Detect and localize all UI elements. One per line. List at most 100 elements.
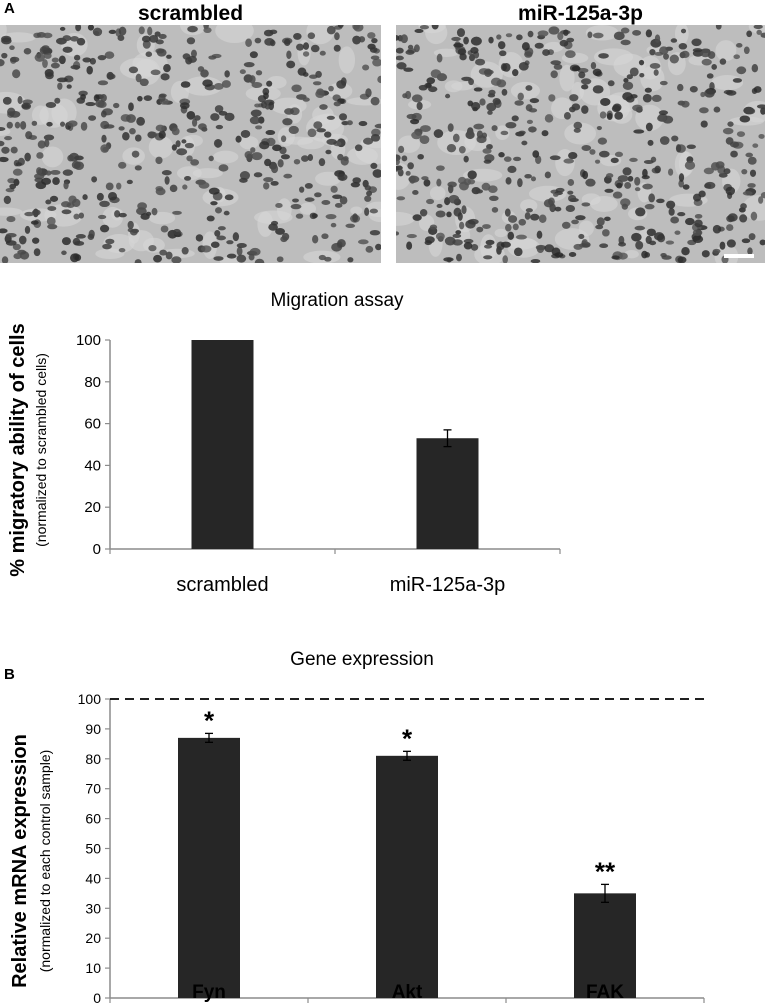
cell-nucleus — [661, 255, 672, 260]
cell-nucleus — [751, 64, 759, 73]
cell-nucleus — [419, 135, 430, 144]
cell-nucleus — [172, 210, 182, 215]
cell-nucleus — [746, 30, 753, 38]
cell-nucleus — [476, 226, 484, 233]
cell-nucleus — [626, 74, 633, 80]
cell-nucleus — [137, 95, 143, 102]
cell-nucleus — [483, 69, 494, 75]
cell-nucleus — [75, 25, 82, 32]
cell-nucleus — [295, 213, 304, 219]
cell-nucleus — [332, 194, 343, 200]
cell-nucleus — [431, 25, 439, 30]
cell-nucleus — [758, 196, 764, 204]
cell-nucleus — [678, 43, 688, 50]
cell-nucleus — [396, 55, 404, 61]
cell-nucleus — [463, 155, 469, 163]
bar-fak — [574, 893, 636, 998]
cell-nucleus — [105, 182, 114, 191]
cell-nucleus — [496, 34, 502, 40]
cell-nucleus — [631, 232, 642, 242]
cell-nucleus — [550, 70, 558, 79]
cell-nucleus — [316, 128, 326, 133]
cell-nucleus — [239, 177, 248, 183]
cell-nucleus — [555, 187, 565, 193]
cell-nucleus — [210, 201, 218, 206]
cell-nucleus — [530, 213, 540, 221]
cell-nucleus — [525, 104, 533, 112]
cell-nucleus — [467, 130, 474, 138]
cell-nucleus — [99, 200, 110, 208]
cell-nucleus — [667, 168, 674, 176]
cell-nucleus — [532, 150, 540, 158]
cell-nucleus — [277, 159, 284, 168]
cell-nucleus — [45, 72, 54, 80]
background-texture — [219, 256, 241, 263]
cell-nucleus — [622, 81, 634, 90]
gene-y-axis-sublabel: (normalized to each control sample) — [37, 750, 53, 973]
cell-nucleus — [326, 25, 336, 35]
cell-nucleus — [722, 127, 734, 135]
cell-nucleus — [396, 196, 406, 201]
cell-nucleus — [527, 30, 534, 38]
panel-b-letter: B — [4, 666, 15, 683]
cell-nucleus — [396, 158, 400, 166]
cell-nucleus — [271, 164, 279, 174]
cell-nucleus — [629, 67, 639, 77]
cell-nucleus — [91, 176, 98, 183]
cell-nucleus — [592, 85, 604, 94]
cell-nucleus — [202, 79, 213, 87]
cell-nucleus — [73, 213, 80, 220]
cell-nucleus — [569, 94, 579, 102]
cell-nucleus — [155, 124, 165, 132]
bar-mir-125a-3p — [416, 438, 479, 549]
y-tick-label: 0 — [93, 541, 101, 558]
cell-nucleus — [113, 102, 120, 109]
cell-nucleus — [677, 211, 686, 217]
cell-nucleus — [198, 181, 210, 189]
cell-nucleus — [563, 111, 571, 120]
cell-nucleus — [575, 215, 586, 221]
cell-nucleus — [286, 50, 292, 59]
cell-nucleus — [245, 38, 252, 47]
cell-nucleus — [538, 214, 547, 223]
cell-nucleus — [625, 96, 635, 103]
cell-nucleus — [747, 183, 756, 188]
cell-nucleus — [13, 179, 20, 186]
cell-nucleus — [7, 107, 16, 117]
cell-nucleus — [328, 85, 334, 92]
cell-nucleus — [163, 64, 171, 73]
cell-nucleus — [333, 101, 341, 107]
cell-nucleus — [542, 49, 551, 56]
cell-nucleus — [15, 162, 23, 167]
cell-nucleus — [456, 28, 466, 37]
y-tick-label: 20 — [84, 499, 101, 516]
cell-nucleus — [324, 256, 332, 262]
cell-nucleus — [75, 234, 86, 239]
cell-nucleus — [312, 81, 322, 86]
cell-nucleus — [642, 183, 653, 190]
cell-nucleus — [88, 115, 97, 121]
cell-nucleus — [218, 110, 228, 116]
cell-nucleus — [726, 224, 734, 232]
background-texture — [119, 57, 158, 80]
cell-nucleus — [484, 244, 493, 249]
cell-nucleus — [549, 155, 561, 161]
background-texture — [505, 237, 537, 250]
cell-nucleus — [97, 214, 107, 220]
cell-nucleus — [340, 77, 347, 86]
cell-nucleus — [221, 80, 231, 88]
cell-nucleus — [516, 34, 523, 41]
cell-nucleus — [208, 55, 217, 60]
cell-nucleus — [405, 170, 411, 176]
cell-nucleus — [553, 63, 563, 70]
cell-nucleus — [226, 240, 234, 245]
cell-nucleus — [358, 36, 366, 43]
cell-nucleus — [483, 255, 493, 260]
cell-nucleus — [726, 90, 737, 96]
cell-nucleus — [263, 182, 270, 190]
cell-nucleus — [445, 93, 451, 99]
cell-nucleus — [752, 143, 759, 148]
cell-nucleus — [736, 131, 746, 138]
cell-nucleus — [62, 169, 73, 176]
cell-nucleus — [182, 184, 188, 190]
